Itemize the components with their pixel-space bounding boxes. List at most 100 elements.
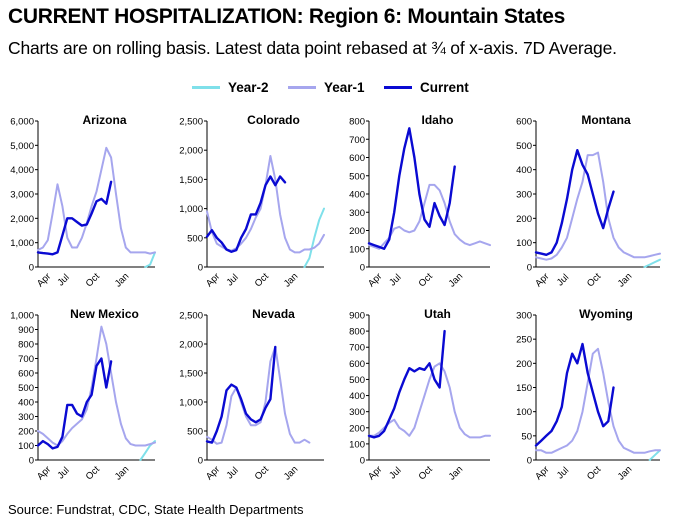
x-tick-label-colorado: Jul	[224, 272, 240, 288]
y-tick-label-colorado: 2,500	[179, 117, 203, 128]
x-tick-label-idaho: Jul	[387, 272, 403, 288]
y-tick-label-montana: 500	[516, 141, 532, 152]
chart-title-new-mexico: New Mexico	[70, 307, 139, 321]
y-tick-label-idaho: 300	[349, 208, 365, 219]
series-line-year-2-montana	[643, 258, 661, 268]
chart-title-utah: Utah	[424, 307, 451, 321]
y-tick-label-utah: 500	[349, 375, 365, 386]
series-line-current-arizona	[36, 180, 113, 256]
y-tick-label-new-mexico: 200	[18, 427, 34, 438]
x-tick-label-arizona: Oct	[84, 271, 102, 289]
series-line-year-2-colorado	[303, 207, 325, 268]
y-tick-label-new-mexico: 500	[18, 383, 34, 394]
y-tick-label-arizona: 2,000	[10, 214, 34, 225]
y-tick-label-new-mexico: 400	[18, 398, 34, 409]
series-line-current-colorado	[205, 175, 287, 253]
chart-wyoming: Wyoming 0 50 100 150 200 250 300 Apr Jul Oct Jan	[516, 307, 661, 483]
y-tick-label-colorado: 0	[198, 263, 203, 274]
x-tick-label-idaho: Jan	[447, 271, 466, 290]
y-tick-label-new-mexico: 0	[29, 456, 34, 467]
y-tick-label-montana: 0	[527, 263, 532, 274]
x-tick-label-wyoming: Jul	[555, 465, 571, 481]
y-tick-label-new-mexico: 600	[18, 369, 34, 380]
x-tick-label-arizona: Jan	[113, 271, 132, 290]
series-line-year-1-idaho	[368, 183, 491, 250]
y-tick-label-colorado: 1,000	[179, 204, 203, 215]
x-tick-label-colorado: Oct	[253, 271, 271, 289]
x-tick-label-nevada: Jan	[282, 464, 301, 483]
series-line-current-montana	[534, 149, 615, 256]
x-tick-label-new-mexico: Apr	[35, 464, 53, 482]
x-tick-label-new-mexico: Oct	[84, 464, 102, 482]
x-tick-label-montana: Jul	[555, 272, 571, 288]
y-tick-label-idaho: 700	[349, 135, 365, 146]
chart-utah: Utah 0 100 200 300 400 500 600 700 800 900 Apr Jul Oc…	[349, 307, 491, 483]
x-tick-label-nevada: Oct	[253, 464, 271, 482]
series-line-current-nevada	[205, 345, 277, 444]
x-tick-label-idaho: Oct	[417, 271, 435, 289]
x-tick-label-idaho: Apr	[366, 271, 384, 289]
y-tick-label-utah: 100	[349, 439, 365, 450]
y-tick-label-colorado: 500	[187, 233, 203, 244]
x-tick-label-colorado: Apr	[204, 271, 222, 289]
y-tick-label-montana: 200	[516, 214, 532, 225]
page-title: CURRENT HOSPITALIZATION: Region 6: Mount…	[8, 5, 566, 28]
x-tick-label-montana: Jan	[616, 271, 635, 290]
y-tick-label-idaho: 400	[349, 190, 365, 201]
y-tick-label-idaho: 600	[349, 153, 365, 164]
chart-title-idaho: Idaho	[422, 113, 454, 127]
y-tick-label-arizona: 6,000	[10, 117, 34, 128]
chart-title-wyoming: Wyoming	[579, 307, 633, 321]
chart-nevada: Nevada 0 500 1,000 1,500 2,000 2,500 Apr Jul Oct J…	[179, 307, 324, 483]
legend-label-year-1: Year-1	[324, 79, 365, 95]
legend-swatch-year-1	[288, 85, 316, 89]
x-tick-label-utah: Jul	[387, 465, 403, 481]
x-tick-label-nevada: Apr	[204, 464, 222, 482]
y-tick-label-wyoming: 100	[516, 407, 532, 418]
chart-title-nevada: Nevada	[252, 307, 295, 321]
x-tick-label-nevada: Jul	[224, 465, 240, 481]
y-tick-label-new-mexico: 800	[18, 340, 34, 351]
y-tick-label-utah: 900	[349, 311, 365, 322]
legend-item-year-2: Year-2	[192, 76, 269, 98]
y-tick-label-arizona: 0	[29, 263, 34, 274]
y-tick-label-arizona: 4,000	[10, 165, 34, 176]
legend-label-year-2: Year-2	[228, 79, 269, 95]
legend-label-current: Current	[420, 79, 469, 95]
x-tick-label-utah: Oct	[417, 464, 435, 482]
y-tick-label-new-mexico: 1,000	[10, 311, 34, 322]
legend-item-current: Current	[384, 76, 469, 98]
chart-montana: Montana 0 100 200 300 400 500 600 Apr Jul Oct Jan	[516, 113, 661, 290]
y-tick-label-montana: 300	[516, 190, 532, 201]
series-line-current-wyoming	[534, 342, 615, 447]
chart-idaho: Idaho 0 100 200 300 400 500 600 700 800 Apr Jul Oct J…	[349, 113, 491, 290]
y-tick-label-wyoming: 250	[516, 335, 532, 346]
y-tick-label-utah: 400	[349, 391, 365, 402]
y-tick-label-utah: 200	[349, 423, 365, 434]
series-line-year-2-wyoming	[648, 449, 661, 461]
y-tick-label-nevada: 500	[187, 427, 203, 438]
y-tick-label-utah: 0	[360, 456, 365, 467]
y-tick-label-wyoming: 50	[521, 431, 532, 442]
series-line-year-2-arizona	[144, 251, 156, 268]
y-tick-label-nevada: 1,000	[179, 398, 203, 409]
x-tick-label-arizona: Jul	[55, 272, 71, 288]
series-line-current-utah	[367, 329, 446, 439]
y-tick-label-colorado: 1,500	[179, 175, 203, 186]
y-tick-label-arizona: 5,000	[10, 141, 34, 152]
y-tick-label-nevada: 1,500	[179, 369, 203, 380]
series-line-year-1-colorado	[206, 155, 325, 254]
page-subtitle: Charts are on rolling basis. Latest data…	[8, 38, 617, 58]
y-tick-label-utah: 700	[349, 343, 365, 354]
series-line-year-1-arizona	[37, 146, 156, 255]
series-line-year-1-montana	[535, 151, 661, 261]
x-tick-label-colorado: Jan	[282, 271, 301, 290]
x-tick-label-montana: Apr	[533, 271, 551, 289]
chart-new-mexico: New Mexico 0 100 200 300 400 500 600 700 800 900 1,…	[10, 307, 156, 483]
y-tick-label-arizona: 3,000	[10, 190, 34, 201]
y-tick-label-colorado: 2,000	[179, 146, 203, 157]
y-tick-label-wyoming: 200	[516, 359, 532, 370]
y-tick-label-new-mexico: 100	[18, 441, 34, 452]
y-tick-label-wyoming: 0	[527, 456, 532, 467]
